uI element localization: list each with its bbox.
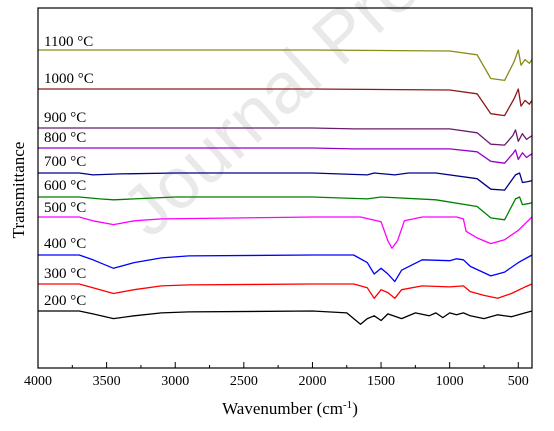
- series-label-600c: 600 °C: [44, 178, 86, 194]
- series-label-700c: 700 °C: [44, 154, 86, 170]
- x-tick-label-1000: 1000: [436, 374, 464, 389]
- series-label-900c: 900 °C: [44, 110, 86, 126]
- series-line-200c: [38, 310, 533, 325]
- watermark-text: Journal Pre: [107, 0, 434, 252]
- x-axis-tick-labels: 4000 3500 3000 2500 2000 1500 1000 500: [24, 374, 529, 389]
- series-labels: 200 °C 300 °C 400 °C 500 °C 600 °C 700 °C 800 …: [44, 34, 94, 309]
- series-line-400c: [38, 254, 533, 283]
- x-tick-label-3000: 3000: [161, 374, 189, 389]
- x-axis-title-main: Wavenumber (cm: [222, 399, 343, 418]
- x-axis-title: Wavenumber (cm-1): [222, 399, 358, 418]
- x-tick-label-4000: 4000: [24, 374, 52, 389]
- series-line-800c: [38, 147, 533, 164]
- series-label-300c: 300 °C: [44, 266, 86, 282]
- x-tick-label-2500: 2500: [230, 374, 258, 389]
- x-tick-label-2000: 2000: [298, 374, 326, 389]
- series-group: [38, 49, 533, 325]
- series-line-900c: [38, 127, 533, 146]
- series-label-500c: 500 °C: [44, 200, 86, 216]
- x-axis-ticks: [37, 362, 519, 368]
- x-tick-label-500: 500: [508, 374, 529, 389]
- x-tick-label-3500: 3500: [93, 374, 121, 389]
- series-label-800c: 800 °C: [44, 130, 86, 146]
- series-line-700c: [38, 172, 533, 191]
- x-tick-label-1500: 1500: [367, 374, 395, 389]
- y-axis-title: Transmittance: [9, 142, 28, 239]
- series-label-400c: 400 °C: [44, 236, 86, 252]
- series-line-600c: [38, 196, 533, 221]
- series-label-1000c: 1000 °C: [44, 71, 94, 87]
- plot-frame: [37, 7, 533, 369]
- series-line-1000c: [38, 88, 533, 117]
- series-label-200c: 200 °C: [44, 293, 86, 309]
- series-line-300c: [38, 283, 533, 299]
- series-line-1100c: [38, 49, 533, 82]
- series-line-500c: [38, 216, 533, 249]
- x-axis-title-superscript: -1: [343, 399, 352, 411]
- series-label-1100c: 1100 °C: [44, 34, 93, 50]
- x-axis-title-close: ): [352, 399, 358, 418]
